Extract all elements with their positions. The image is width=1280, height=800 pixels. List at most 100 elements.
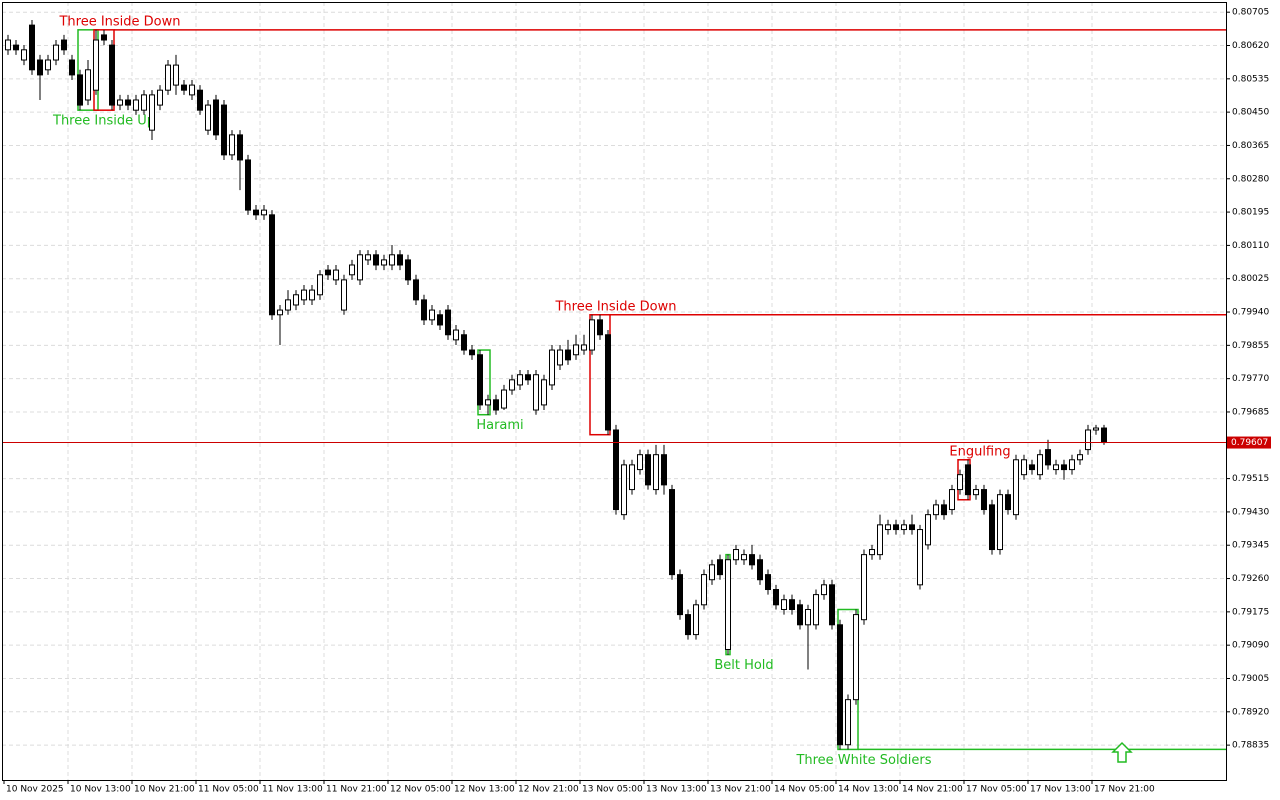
candle-bull	[93, 39, 99, 91]
candle-bull	[509, 379, 515, 391]
candle-bear	[797, 604, 803, 626]
candle-bull	[1077, 454, 1083, 461]
candle-bear	[837, 624, 843, 746]
candle-bear	[397, 254, 403, 266]
candle-bull	[853, 614, 859, 701]
candle-bear	[77, 74, 83, 106]
candle-bull	[341, 279, 347, 311]
candle-bear	[421, 299, 427, 321]
candle-bear	[669, 489, 675, 576]
y-tick-label: 0.78835	[1232, 741, 1269, 751]
candle-bear	[29, 24, 35, 71]
x-tick-label: 11 Nov 13:00	[262, 785, 323, 795]
x-tick-label: 12 Nov 13:00	[454, 785, 515, 795]
y-tick-label: 0.79345	[1232, 541, 1269, 551]
patterns: Three Inside Up Three Inside Down Harami Th…	[52, 14, 1226, 768]
candle-bear	[197, 89, 203, 111]
candle-bull	[629, 464, 635, 491]
y-tick-label: 0.79770	[1232, 374, 1269, 384]
buy-arrow	[1111, 741, 1133, 763]
candle-bear	[685, 614, 691, 636]
candle-bull	[1021, 459, 1027, 476]
pattern-label: Three White Soldiers	[795, 753, 931, 768]
candle-bull	[701, 574, 707, 606]
y-tick-label: 0.79005	[1232, 674, 1269, 684]
x-tick-label: 12 Nov 05:00	[390, 785, 451, 795]
candle-bear	[269, 214, 275, 316]
pattern-label: Three Inside Down	[554, 299, 676, 314]
y-tick-label: 0.79855	[1232, 341, 1269, 351]
candle-bear	[253, 209, 259, 216]
candle-bull	[557, 349, 563, 366]
candle-bull	[229, 134, 235, 156]
candle-bull	[693, 604, 699, 636]
candle-bear	[245, 159, 251, 211]
candle-bull	[725, 559, 731, 650]
candle-bull	[301, 289, 307, 301]
candle-bear	[37, 59, 43, 76]
x-tick-label: 14 Nov 05:00	[774, 785, 835, 795]
candle-bear	[613, 429, 619, 511]
candle-bull	[165, 64, 171, 91]
candle-bull	[917, 529, 923, 586]
candle-bear	[1061, 464, 1067, 471]
x-tick-label: 13 Nov 13:00	[646, 785, 707, 795]
current-price-label: 0.79607	[1231, 438, 1268, 448]
candle-bull	[1013, 459, 1019, 516]
x-tick-label: 10 Nov 21:00	[134, 785, 195, 795]
candle-bull	[485, 399, 491, 406]
candle-bear	[597, 319, 603, 336]
candle-bull	[205, 104, 211, 131]
grid	[2, 2, 1226, 780]
candle-bull	[365, 254, 371, 261]
x-tick-label: 13 Nov 21:00	[710, 785, 771, 795]
pattern-label: Three Inside Up	[52, 114, 155, 129]
candle-bear	[677, 574, 683, 616]
candle-bear	[605, 334, 611, 431]
candle-bear	[125, 99, 131, 106]
candle-bear	[405, 259, 411, 281]
candle-bull	[709, 564, 715, 581]
candle-bull	[637, 454, 643, 471]
candle-bull	[309, 289, 315, 301]
candle-bull	[869, 549, 875, 556]
y-tick-label: 0.79515	[1232, 474, 1269, 484]
candle-bear	[717, 559, 723, 576]
candle-bull	[973, 489, 979, 496]
candle-bull	[653, 454, 659, 491]
candle-bull	[805, 609, 811, 626]
candle-bull	[821, 584, 827, 596]
x-tick-label: 14 Nov 21:00	[902, 785, 963, 795]
candle-bear	[765, 574, 771, 591]
candle-bull	[501, 389, 507, 409]
candle-bear	[493, 399, 499, 411]
candle-bear	[13, 44, 19, 51]
current-price-box	[1227, 436, 1271, 449]
candle-bear	[477, 354, 483, 406]
candle-bull	[573, 344, 579, 356]
y-tick-label: 0.80110	[1232, 241, 1269, 251]
candle-bear	[749, 554, 755, 566]
candle-bull	[589, 319, 595, 351]
pattern-label: Belt Hold	[714, 658, 773, 673]
candle-bear	[981, 489, 987, 511]
candle-bull	[133, 99, 139, 111]
candle-bear	[109, 44, 115, 106]
candle-bull	[277, 309, 283, 316]
candle-bear	[213, 99, 219, 136]
y-tick-label: 0.79685	[1232, 407, 1269, 417]
plot-frame	[2, 2, 1227, 781]
axes: 0.80705 0.80620 0.80535 0.80450 0.80365 0.802…	[2, 8, 1271, 795]
candle-bear	[181, 84, 187, 91]
candle-bull	[1053, 464, 1059, 471]
candle-bull	[141, 94, 147, 111]
candle-bear	[221, 104, 227, 156]
candle-bull	[429, 309, 435, 321]
pattern-label: Harami	[476, 418, 523, 433]
candle-bull	[933, 504, 939, 516]
candle-bull	[581, 344, 587, 351]
candle-bull	[261, 209, 267, 216]
candle-bear	[789, 599, 795, 611]
